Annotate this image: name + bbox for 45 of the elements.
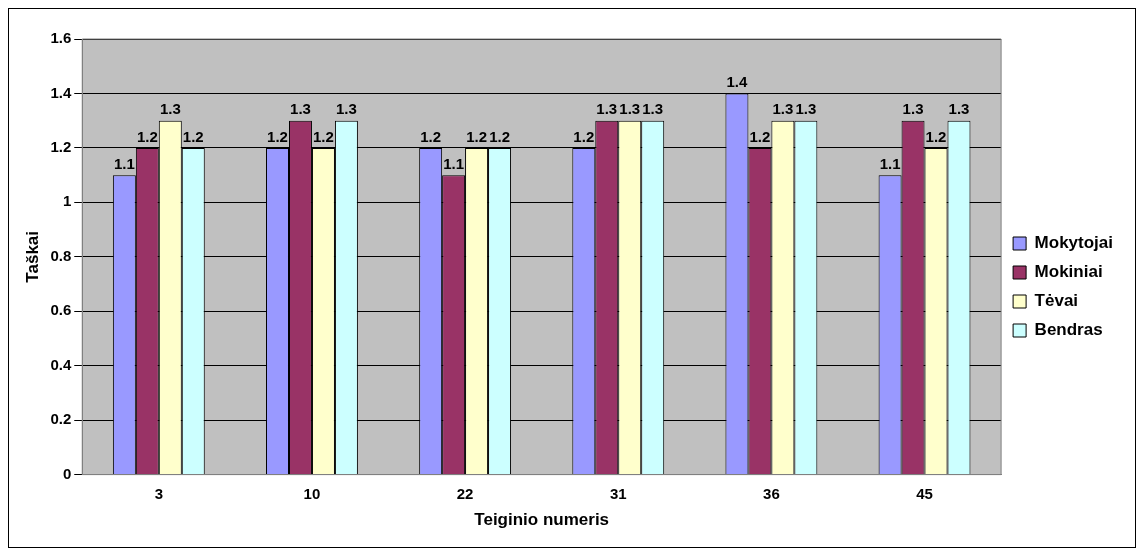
data-label: 1.3 (159, 100, 181, 118)
data-label: 1.3 (772, 100, 794, 118)
legend-label: Tėvai (1034, 291, 1079, 311)
data-label: 1.2 (136, 127, 158, 145)
data-label: 1.2 (489, 127, 510, 145)
y-tick-label: 1.2 (50, 138, 72, 156)
y-tick-label: 0.8 (50, 246, 72, 264)
data-label: 1.3 (335, 100, 357, 118)
data-label: 1.3 (642, 100, 664, 118)
data-label: 1.1 (113, 154, 135, 172)
data-label: 1.2 (420, 127, 442, 145)
x-tick-label: 31 (609, 484, 627, 502)
data-label: 1.2 (182, 127, 204, 145)
y-tick-label: 0.6 (50, 301, 72, 319)
y-tick-label: 1.4 (50, 83, 72, 101)
data-label: 1.2 (313, 127, 334, 145)
data-label: 1.3 (948, 100, 970, 118)
y-tick-label: 1.6 (50, 29, 72, 47)
data-label: 1.2 (466, 127, 488, 145)
data-label: 1.3 (795, 100, 817, 118)
y-tick-label: 0.4 (50, 355, 72, 373)
data-label: 1.3 (902, 100, 924, 118)
legend-label: Mokiniai (1034, 262, 1103, 282)
y-tick-label: 1 (62, 192, 72, 210)
y-tick-label: 0.2 (50, 410, 72, 428)
data-label: 1.2 (573, 127, 595, 145)
x-axis-title: Teiginio numeris (474, 510, 610, 530)
x-tick-label: 45 (916, 484, 933, 502)
data-label: 1.1 (443, 154, 465, 172)
x-tick-label: 36 (763, 484, 780, 502)
data-label: 1.1 (879, 154, 901, 172)
legend-label: Mokytojai (1034, 233, 1114, 253)
y-axis-title: Taškai (22, 230, 42, 283)
x-tick-label: 3 (154, 484, 163, 502)
x-tick-label: 10 (303, 484, 321, 502)
legend-label: Bendras (1034, 320, 1103, 340)
data-label: 1.3 (290, 100, 311, 118)
data-label: 1.3 (596, 100, 618, 118)
x-tick-label: 22 (456, 484, 474, 502)
data-label: 1.3 (619, 100, 641, 118)
data-label: 1.2 (749, 127, 771, 145)
data-label: 1.2 (925, 127, 947, 145)
data-label: 1.2 (267, 127, 288, 145)
y-tick-label: 0 (62, 464, 72, 482)
data-label: 1.4 (726, 73, 749, 91)
